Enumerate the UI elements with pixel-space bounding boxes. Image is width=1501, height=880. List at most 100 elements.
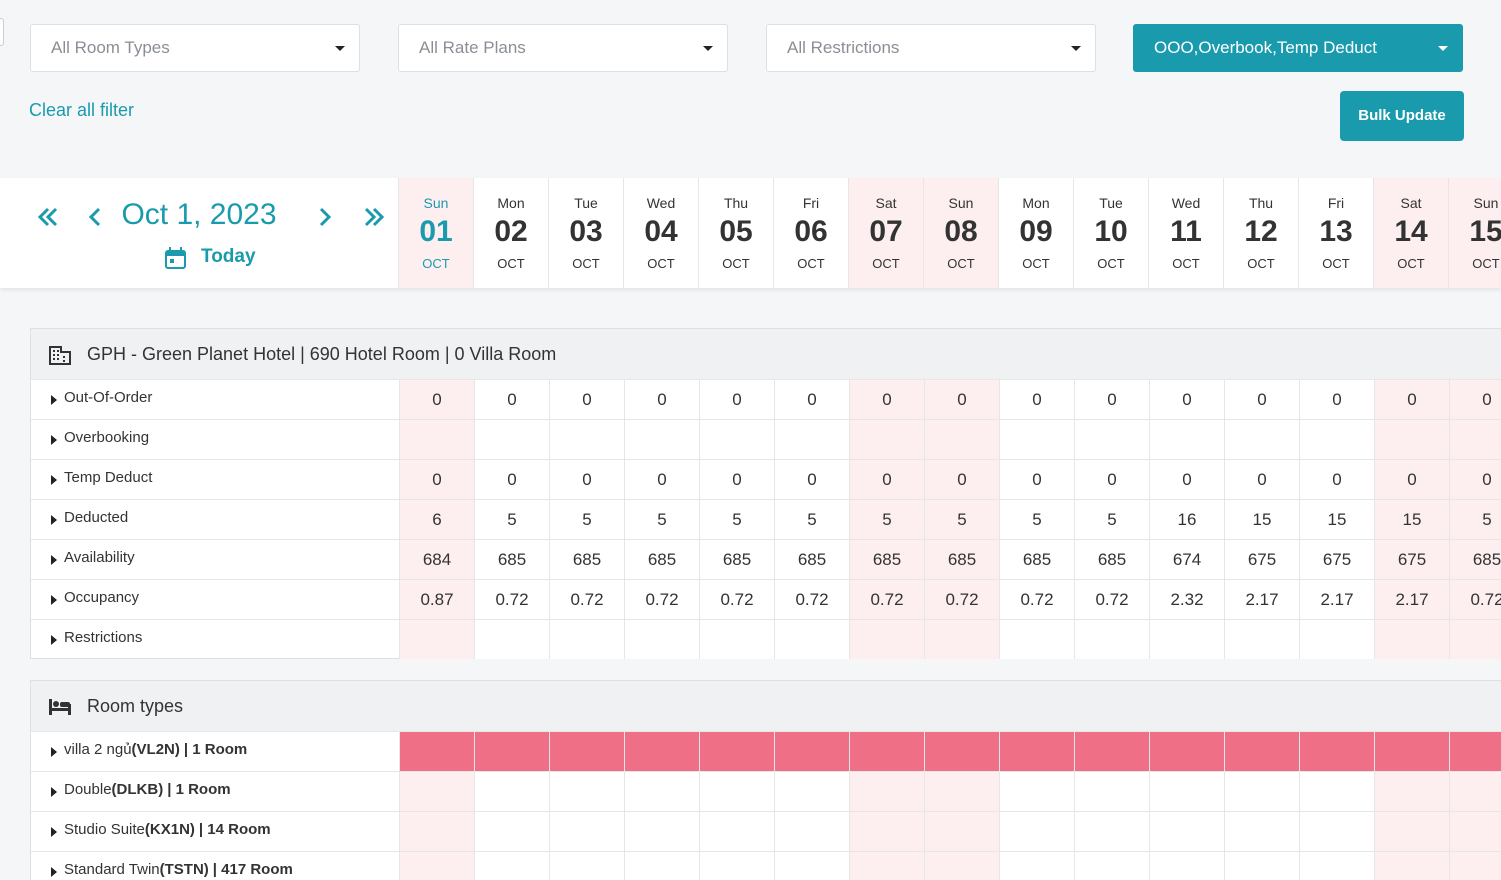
room-cell[interactable] xyxy=(849,851,924,880)
room-cell[interactable] xyxy=(399,851,474,880)
value-cell: 5 xyxy=(774,499,849,539)
room-cell[interactable] xyxy=(549,851,624,880)
room-cell[interactable] xyxy=(1299,851,1374,880)
room-cell[interactable] xyxy=(1074,771,1149,811)
next-fast[interactable] xyxy=(364,207,377,227)
day-column[interactable]: Sun 01 OCT xyxy=(398,178,473,288)
room-cell[interactable] xyxy=(1299,771,1374,811)
room-cell[interactable] xyxy=(774,811,849,851)
row-label[interactable]: Temp Deduct xyxy=(31,459,399,499)
room-cell[interactable] xyxy=(1074,811,1149,851)
room-cell[interactable] xyxy=(849,731,924,771)
room-cell[interactable] xyxy=(1224,771,1299,811)
day-column[interactable]: Mon 02 OCT xyxy=(473,178,548,288)
room-cell[interactable] xyxy=(624,731,699,771)
room-cell[interactable] xyxy=(1449,811,1501,851)
room-cell[interactable] xyxy=(699,811,774,851)
row-label[interactable]: Availability xyxy=(31,539,399,579)
prev[interactable] xyxy=(88,207,101,227)
room-cell[interactable] xyxy=(474,731,549,771)
room-cell[interactable] xyxy=(1299,811,1374,851)
row-label[interactable]: Overbooking xyxy=(31,419,399,459)
room-cell[interactable] xyxy=(1224,811,1299,851)
room-cell[interactable] xyxy=(774,851,849,880)
room-cell[interactable] xyxy=(624,851,699,880)
room-cell[interactable] xyxy=(399,771,474,811)
day-column[interactable]: Fri 13 OCT xyxy=(1298,178,1373,288)
room-cell[interactable] xyxy=(924,731,999,771)
clear-filter[interactable]: Clear all filter xyxy=(29,100,135,120)
room-cell[interactable] xyxy=(549,771,624,811)
current-date[interactable]: Oct 1, 2023 xyxy=(121,198,277,231)
day-column[interactable]: Sun 15 OCT xyxy=(1448,178,1501,288)
day-column[interactable]: Tue 10 OCT xyxy=(1073,178,1148,288)
next[interactable] xyxy=(319,207,332,227)
room-cell[interactable] xyxy=(999,731,1074,771)
room-cell[interactable] xyxy=(399,811,474,851)
room-cell[interactable] xyxy=(699,731,774,771)
room-cell[interactable] xyxy=(474,811,549,851)
room-cell[interactable] xyxy=(1374,771,1449,811)
room-cell[interactable] xyxy=(1224,731,1299,771)
room-cell[interactable] xyxy=(549,811,624,851)
day-column[interactable]: Thu 05 OCT xyxy=(698,178,773,288)
value-cell: 0 xyxy=(1074,379,1149,419)
day-column[interactable]: Mon 09 OCT xyxy=(998,178,1073,288)
room-cell[interactable] xyxy=(699,851,774,880)
room-cell[interactable] xyxy=(1074,731,1149,771)
room-type-label[interactable]: villa 2 ngủ(VL2N) | 1 Room xyxy=(31,731,399,771)
room-cell[interactable] xyxy=(624,771,699,811)
room-cell[interactable] xyxy=(1449,731,1501,771)
row-label[interactable]: Occupancy xyxy=(31,579,399,619)
room-cell[interactable] xyxy=(1149,811,1224,851)
room-cell[interactable] xyxy=(1374,851,1449,880)
room-cell[interactable] xyxy=(699,771,774,811)
room-cell[interactable] xyxy=(1374,811,1449,851)
day-column[interactable]: Fri 06 OCT xyxy=(773,178,848,288)
room-cell[interactable] xyxy=(1449,771,1501,811)
row-label[interactable]: Restrictions xyxy=(31,619,399,659)
room-cell[interactable] xyxy=(399,731,474,771)
day-column[interactable]: Sun 08 OCT xyxy=(923,178,998,288)
room-cell[interactable] xyxy=(999,771,1074,811)
room-cell[interactable] xyxy=(1149,851,1224,880)
day-column[interactable]: Sat 14 OCT xyxy=(1373,178,1448,288)
day-column[interactable]: Tue 03 OCT xyxy=(548,178,623,288)
room-cell[interactable] xyxy=(474,851,549,880)
room-type-label[interactable]: Studio Suite(KX1N) | 14 Room xyxy=(31,811,399,851)
room-cell[interactable] xyxy=(924,771,999,811)
room-cell[interactable] xyxy=(849,771,924,811)
room-cell[interactable] xyxy=(999,811,1074,851)
room-cell[interactable] xyxy=(1224,851,1299,880)
row-label[interactable]: Deducted xyxy=(31,499,399,539)
room-cell[interactable] xyxy=(549,731,624,771)
row-filter[interactable]: OOO,Overbook,Temp Deduct xyxy=(1133,24,1463,72)
room-cell[interactable] xyxy=(1149,771,1224,811)
room-cell[interactable] xyxy=(774,731,849,771)
room-cell[interactable] xyxy=(924,851,999,880)
room-cell[interactable] xyxy=(849,811,924,851)
room-type-label[interactable]: Standard Twin(TSTN) | 417 Room xyxy=(31,851,399,880)
day-column[interactable]: Wed 04 OCT xyxy=(623,178,698,288)
room-cell[interactable] xyxy=(624,811,699,851)
day-column[interactable]: Sat 07 OCT xyxy=(848,178,923,288)
room-cell[interactable] xyxy=(924,811,999,851)
row-label[interactable]: Out-Of-Order xyxy=(31,379,399,419)
room-cell[interactable] xyxy=(1449,851,1501,880)
bulk-update-button[interactable]: Bulk Update xyxy=(1340,91,1464,141)
restriction-filter[interactable]: All Restrictions xyxy=(766,24,1096,72)
room-cell[interactable] xyxy=(774,771,849,811)
rate-plan-filter[interactable]: All Rate Plans xyxy=(398,24,728,72)
room-type-filter[interactable]: All Room Types xyxy=(30,24,360,72)
room-cell[interactable] xyxy=(999,851,1074,880)
day-column[interactable]: Thu 12 OCT xyxy=(1223,178,1298,288)
room-type-label[interactable]: Double(DLKB) | 1 Room xyxy=(31,771,399,811)
prev-fast[interactable] xyxy=(37,207,50,227)
room-cell[interactable] xyxy=(1374,731,1449,771)
room-cell[interactable] xyxy=(474,771,549,811)
room-cell[interactable] xyxy=(1149,731,1224,771)
room-cell[interactable] xyxy=(1299,731,1374,771)
day-column[interactable]: Wed 11 OCT xyxy=(1148,178,1223,288)
today-button[interactable]: Today xyxy=(201,246,256,267)
room-cell[interactable] xyxy=(1074,851,1149,880)
